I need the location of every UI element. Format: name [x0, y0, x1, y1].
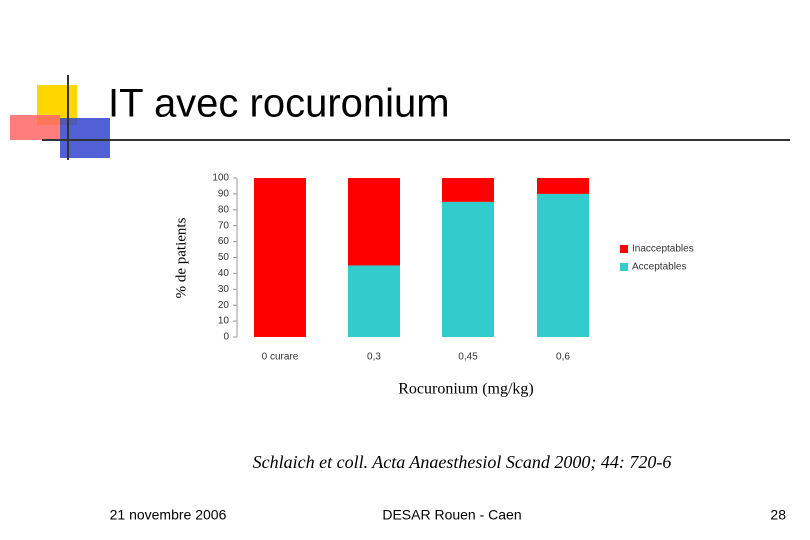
bar-segment — [537, 193, 589, 337]
y-tick-label: 100 — [212, 173, 229, 184]
legend-label: Acceptables — [632, 262, 686, 273]
x-tick-label: 0,45 — [458, 352, 478, 363]
x-axis-label: Rocuronium (mg/kg) — [398, 381, 534, 398]
x-tick-label: 0,6 — [556, 352, 570, 363]
footer-date: 21 novembre 2006 — [110, 507, 227, 523]
slide-title: IT avec rocuronium — [108, 82, 450, 126]
x-tick-label: 0 curare — [262, 352, 299, 363]
y-tick-label: 40 — [218, 268, 230, 279]
legend-swatch — [620, 245, 628, 253]
legend-label: Inacceptables — [632, 244, 694, 255]
y-axis-label: % de patients — [173, 217, 189, 298]
bar-segment — [442, 201, 494, 337]
bar-segment — [348, 265, 400, 337]
y-tick-label: 10 — [218, 316, 230, 327]
y-tick-label: 30 — [218, 284, 230, 295]
bar-segment — [537, 178, 589, 194]
bar-segment — [254, 178, 306, 337]
y-tick-label: 50 — [218, 252, 230, 263]
y-tick-label: 20 — [218, 300, 230, 311]
x-tick-label: 0,3 — [367, 352, 381, 363]
y-tick-label: 90 — [218, 189, 230, 200]
y-tick-label: 70 — [218, 220, 230, 231]
decor-rect — [10, 115, 60, 140]
chart: 0 10 20 30 40 50 60 70 80 90 100 0 curare 0,3 0,45 0,6… — [212, 173, 693, 363]
y-tick-label: 60 — [218, 236, 230, 247]
bar-segment — [348, 178, 400, 266]
legend-swatch — [620, 263, 628, 271]
citation: Schlaich et coll. Acta Anaesthesiol Scan… — [253, 452, 672, 472]
bar-segment — [442, 178, 494, 202]
page-number: 28 — [770, 507, 786, 523]
y-tick-label: 0 — [223, 332, 229, 343]
footer-center: DESAR Rouen - Caen — [382, 507, 521, 523]
y-tick-label: 80 — [218, 204, 230, 215]
